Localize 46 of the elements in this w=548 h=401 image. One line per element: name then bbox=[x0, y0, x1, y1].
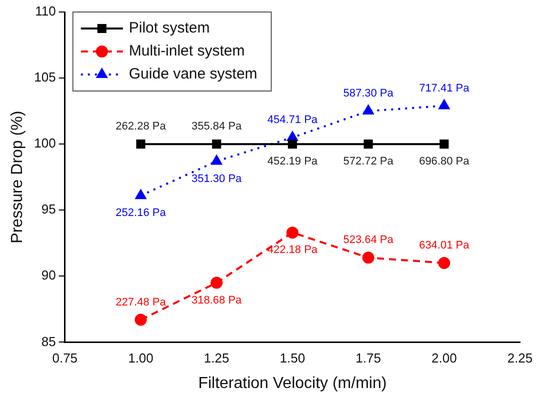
x-tick-label: 2.00 bbox=[431, 350, 457, 366]
x-tick-label: 1.75 bbox=[356, 350, 381, 366]
annotation: 634.01 Pa bbox=[419, 239, 470, 252]
y-axis-title: Pressure Drop (%) bbox=[9, 110, 26, 244]
legend-label: Pilot system bbox=[128, 20, 210, 37]
point bbox=[134, 314, 147, 326]
point bbox=[210, 276, 223, 289]
point bbox=[211, 155, 222, 165]
point bbox=[362, 252, 374, 264]
point bbox=[288, 140, 297, 149]
y-tick-label: 110 bbox=[35, 4, 56, 19]
annotation: 351.30 Pa bbox=[192, 172, 243, 185]
annotation: 587.30 Pa bbox=[343, 88, 394, 100]
point bbox=[136, 140, 146, 149]
annotation: 262.28 Pa bbox=[116, 120, 167, 133]
point bbox=[135, 190, 146, 200]
annotation: 523.64 Pa bbox=[343, 234, 394, 246]
point bbox=[438, 256, 450, 269]
annotation: 572.72 Pa bbox=[343, 156, 394, 168]
annotation: 318.68 Pa bbox=[192, 294, 243, 306]
annotation: 252.16 Pa bbox=[116, 207, 167, 220]
point bbox=[438, 100, 450, 110]
point bbox=[440, 140, 449, 149]
x-tick-label: 0.75 bbox=[52, 350, 78, 366]
annotation: 227.48 Pa bbox=[116, 296, 167, 308]
x-tick-label: 2.25 bbox=[507, 350, 533, 366]
y-tick-label: 95 bbox=[41, 202, 56, 217]
annotation: 355.84 Pa bbox=[192, 120, 243, 133]
annotation: 452.19 Pa bbox=[267, 156, 318, 168]
point bbox=[364, 140, 373, 149]
point bbox=[362, 105, 374, 115]
x-axis-title: Filteration Velocity (m/min) bbox=[198, 374, 387, 392]
x-tick-label: 1.25 bbox=[204, 350, 230, 366]
y-tick-label: 100 bbox=[34, 136, 56, 151]
point bbox=[286, 226, 298, 239]
annotation: 696.80 Pa bbox=[419, 156, 470, 168]
point bbox=[212, 140, 222, 149]
legend-label: Multi-inlet system bbox=[128, 42, 245, 60]
annotation: 454.71 Pa bbox=[267, 114, 318, 126]
annotation: 717.41 Pa bbox=[419, 82, 470, 94]
y-tick-label: 90 bbox=[41, 268, 56, 283]
x-tick-label: 1.00 bbox=[128, 350, 154, 366]
legend-label: Guide vane system bbox=[128, 66, 258, 83]
y-tick-label: 85 bbox=[41, 334, 56, 349]
x-tick-label: 1.50 bbox=[280, 350, 306, 366]
y-tick-label: 105 bbox=[34, 70, 56, 85]
